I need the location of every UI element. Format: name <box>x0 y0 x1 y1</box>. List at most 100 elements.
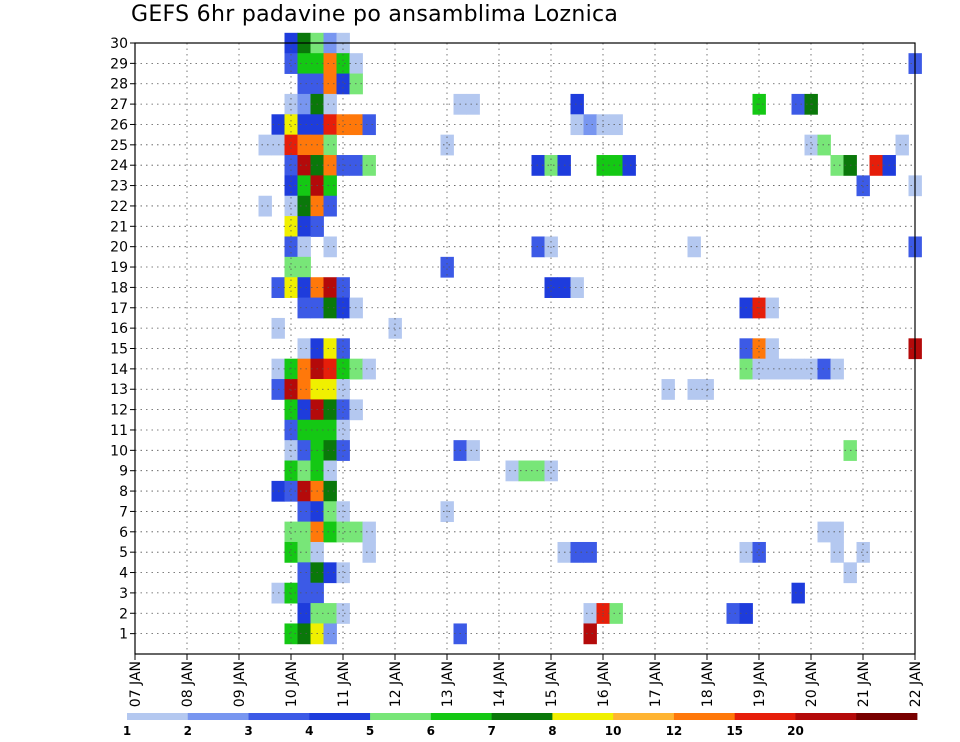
legend-label: 7 <box>487 724 495 738</box>
heat-cell <box>297 562 311 584</box>
heat-cell <box>388 317 402 339</box>
y-tick-label: 13 <box>110 382 128 398</box>
heat-cell <box>284 460 298 482</box>
heat-cell <box>570 277 584 298</box>
heat-cell <box>336 521 350 543</box>
heat-cell <box>323 134 337 156</box>
heat-cell <box>336 399 350 421</box>
y-tick-label: 7 <box>119 504 128 520</box>
y-tick-label: 24 <box>110 158 128 174</box>
heat-cell <box>817 521 831 543</box>
legend-label: 15 <box>726 724 743 738</box>
legend-swatch <box>734 713 796 720</box>
heat-cell <box>284 216 298 237</box>
heat-cell <box>817 134 831 156</box>
heat-cell <box>583 623 597 645</box>
y-tick-label: 28 <box>110 77 128 93</box>
x-tick-label: 11 JAN <box>336 661 352 707</box>
x-axis: 07 JAN 08 JAN 09 JAN 10 JAN 11 JAN 12 JAN 13 J… <box>128 654 924 707</box>
heat-cell <box>284 195 298 217</box>
legend-label: 3 <box>244 724 252 738</box>
y-tick-label: 1 <box>119 627 128 643</box>
heat-cell <box>323 623 337 645</box>
legend-label: 20 <box>787 724 804 738</box>
heat-cell <box>362 541 376 563</box>
heat-cell <box>336 53 350 74</box>
heat-cell <box>284 277 298 298</box>
legend-label: 12 <box>666 724 683 738</box>
heat-cell <box>570 93 584 115</box>
legend-swatch <box>430 713 493 720</box>
heat-cell <box>323 195 337 217</box>
x-tick-label: 14 JAN <box>492 661 508 707</box>
heat-cell <box>297 73 311 95</box>
heat-cell <box>752 338 766 360</box>
legend-label: 10 <box>605 724 622 738</box>
heat-cell <box>765 338 779 360</box>
heat-cell <box>297 419 311 441</box>
heat-cell <box>765 297 779 319</box>
chart-title: GEFS 6hr padavine po ansamblima Loznica <box>131 2 619 27</box>
heat-cell <box>830 541 844 563</box>
heat-cell <box>609 114 623 136</box>
legend-swatch <box>856 713 918 720</box>
y-tick-label: 5 <box>119 545 128 561</box>
x-tick-label: 20 JAN <box>804 661 820 707</box>
heat-cell <box>297 297 311 319</box>
heat-cell <box>297 582 311 604</box>
heat-cell <box>284 114 298 136</box>
heat-cell <box>297 623 311 645</box>
y-tick-label: 26 <box>110 117 128 133</box>
heat-cell <box>284 521 298 543</box>
y-tick-label: 23 <box>110 179 128 195</box>
heat-cell <box>336 358 350 380</box>
heat-cell <box>323 114 337 136</box>
heat-cell <box>622 155 636 176</box>
heat-cell <box>297 134 311 156</box>
heat-cell <box>791 93 805 115</box>
heat-cell <box>362 155 376 176</box>
heat-cell <box>297 195 311 217</box>
legend-swatch <box>187 713 249 720</box>
heat-cell <box>817 358 831 380</box>
heat-cell <box>531 155 545 176</box>
y-tick-label: 27 <box>110 97 128 113</box>
legend-label: 8 <box>548 724 556 738</box>
heat-cell <box>323 440 337 461</box>
x-tick-label: 07 JAN <box>128 661 144 707</box>
x-tick-label: 16 JAN <box>596 661 612 707</box>
heat-cell <box>297 338 311 360</box>
heat-cell <box>297 256 311 278</box>
legend-swatch <box>613 713 675 720</box>
x-tick-label: 21 JAN <box>856 661 872 707</box>
heat-cell <box>323 501 337 523</box>
heat-cell <box>323 379 337 400</box>
legend-swatch <box>248 713 310 720</box>
heat-cell <box>297 216 311 237</box>
x-tick-label: 08 JAN <box>180 661 196 707</box>
heat-cell <box>609 155 623 176</box>
heat-cell <box>440 134 454 156</box>
heat-cell <box>544 277 558 298</box>
y-tick-label: 9 <box>119 464 128 480</box>
heat-cell <box>895 134 909 156</box>
y-tick-label: 10 <box>110 443 128 459</box>
x-tick-label: 13 JAN <box>440 661 456 707</box>
heat-cell <box>284 175 298 197</box>
x-tick-label: 10 JAN <box>284 661 300 707</box>
heat-cell <box>297 603 311 624</box>
heat-cell <box>297 501 311 523</box>
heat-cell <box>830 358 844 380</box>
y-tick-label: 30 <box>110 36 128 52</box>
heat-cell <box>284 53 298 74</box>
heat-cell <box>323 277 337 298</box>
legend-swatch <box>370 713 432 720</box>
y-tick-label: 14 <box>110 362 128 378</box>
heat-cell <box>440 256 454 278</box>
heat-cell <box>297 175 311 197</box>
y-tick-label: 11 <box>110 423 128 439</box>
heat-cell <box>297 236 311 258</box>
color-legend: 1 2 3 4 5 6 7 8 10 12 15 20 <box>123 713 918 738</box>
heat-cell <box>297 460 311 482</box>
